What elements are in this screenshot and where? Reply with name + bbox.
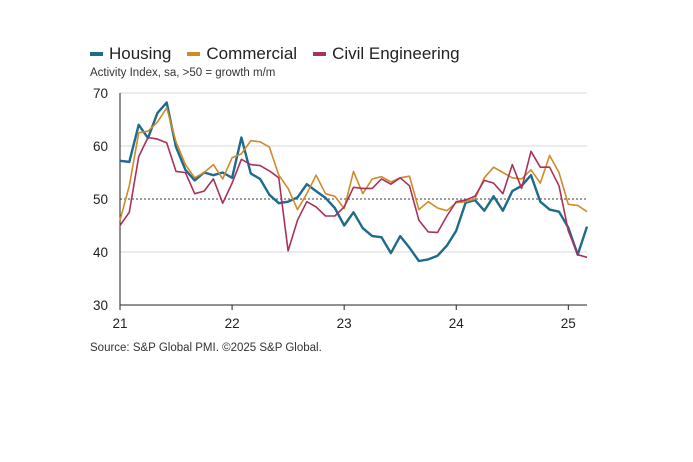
chart-legend: Housing Commercial Civil Engineering bbox=[90, 44, 476, 64]
legend-item-commercial: Commercial bbox=[187, 44, 297, 64]
series-line-civil-engineering bbox=[119, 136, 588, 259]
legend-label-civil-engineering: Civil Engineering bbox=[332, 44, 460, 63]
legend-swatch-commercial bbox=[187, 52, 201, 56]
y-tick-label-70: 70 bbox=[93, 86, 108, 101]
x-tick-label-24: 24 bbox=[449, 316, 465, 331]
x-tick-label-21: 21 bbox=[112, 316, 127, 331]
y-tick-label-50: 50 bbox=[93, 192, 108, 207]
y-tick-label-30: 30 bbox=[93, 298, 108, 313]
chart-subtitle: Activity Index, sa, >50 = growth m/m bbox=[90, 67, 276, 79]
x-tick-label-23: 23 bbox=[337, 316, 352, 331]
y-tick-label-40: 40 bbox=[93, 245, 108, 260]
chart-source: Source: S&P Global PMI. ©2025 S&P Global… bbox=[90, 342, 322, 354]
legend-item-housing: Housing bbox=[90, 44, 171, 64]
series-line-commercial bbox=[119, 107, 588, 221]
legend-swatch-housing bbox=[90, 52, 103, 56]
x-tick-label-22: 22 bbox=[225, 316, 240, 331]
legend-swatch-civil-engineering bbox=[313, 52, 327, 56]
legend-label-commercial: Commercial bbox=[206, 44, 298, 63]
series-line-housing bbox=[119, 101, 589, 263]
legend-label-housing: Housing bbox=[109, 44, 172, 63]
x-tick-label-25: 25 bbox=[561, 316, 576, 331]
legend-item-civil-engineering: Civil Engineering bbox=[313, 44, 460, 64]
y-tick-label-60: 60 bbox=[93, 139, 108, 154]
